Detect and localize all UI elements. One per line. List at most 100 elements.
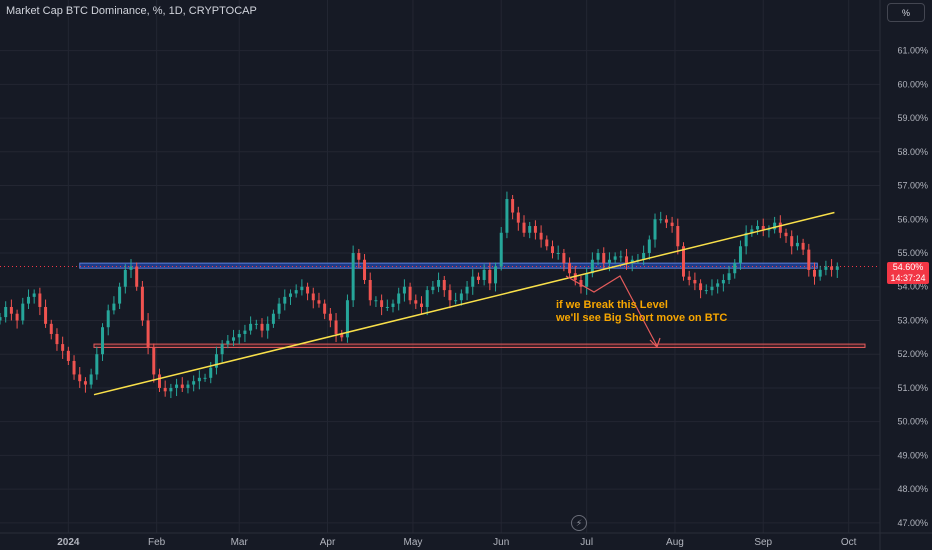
candle-body	[431, 286, 435, 291]
candle-body	[471, 276, 475, 287]
candle-body	[562, 253, 566, 264]
x-tick-label: Sep	[754, 537, 772, 548]
candle-body	[123, 269, 127, 287]
candle-body	[807, 249, 811, 270]
candle-body	[459, 293, 463, 301]
candle-body	[186, 384, 190, 388]
candle-body	[482, 269, 486, 280]
candle-body	[448, 290, 452, 301]
x-tick-label: Jun	[493, 537, 509, 548]
candle-body	[180, 384, 184, 388]
candle-body	[340, 333, 344, 338]
x-tick-label: Feb	[148, 537, 166, 548]
candle-body	[89, 374, 93, 385]
x-tick-label: Aug	[666, 537, 684, 548]
last-price-tag: 54.60% 14:37:24	[887, 262, 929, 284]
candle-body	[801, 242, 805, 250]
candle-body	[738, 246, 742, 264]
candle-body	[95, 354, 99, 375]
candle-body	[744, 232, 748, 247]
candle-body	[602, 253, 606, 264]
projection-arrowhead	[649, 337, 661, 349]
lightning-bolt-icon[interactable]: ⚡	[571, 515, 587, 531]
candle-body	[209, 367, 213, 378]
candle-body	[539, 232, 543, 240]
candle-body	[499, 232, 503, 267]
candle-body	[630, 259, 634, 264]
candle-body	[402, 286, 406, 294]
candle-body	[9, 306, 13, 314]
ascending-trendline	[93, 211, 835, 396]
candle-body	[66, 350, 70, 361]
candle-body	[306, 286, 310, 294]
candle-body	[511, 199, 515, 213]
y-tick-label: 48.00%	[897, 484, 928, 494]
y-tick-label: 52.00%	[897, 349, 928, 359]
candle-body	[414, 300, 418, 304]
candle-body	[112, 303, 116, 311]
y-tick-label: 57.00%	[897, 181, 928, 191]
candle-body	[681, 246, 685, 277]
candle-body	[818, 269, 822, 277]
candle-body	[716, 283, 720, 287]
candle-body	[425, 290, 429, 307]
candle-body	[619, 256, 623, 258]
candle-body	[380, 300, 384, 307]
candle-body	[590, 259, 594, 274]
candle-body	[254, 323, 258, 325]
candle-body	[300, 286, 304, 291]
candle-body	[363, 259, 367, 280]
candle-body	[545, 239, 549, 247]
candle-body	[505, 199, 509, 233]
candle-body	[146, 320, 150, 348]
candle-body	[767, 229, 771, 231]
candle-body	[596, 253, 600, 260]
candle-body	[0, 317, 2, 321]
y-tick-label: 47.00%	[897, 518, 928, 528]
candle-body	[4, 306, 8, 318]
x-tick-label: Mar	[231, 537, 249, 548]
candle-body	[579, 279, 583, 287]
y-tick-label: 60.00%	[897, 79, 928, 89]
y-tick-label: 50.00%	[897, 417, 928, 427]
candle-body	[454, 300, 458, 302]
candle-body	[607, 259, 611, 264]
candle-body	[249, 323, 253, 331]
candle-body	[232, 337, 236, 341]
candle-body	[647, 239, 651, 254]
candle-body	[533, 226, 537, 233]
candle-body	[784, 232, 788, 237]
chart-title: Market Cap BTC Dominance, %, 1D, CRYPTOC…	[6, 5, 257, 17]
candle-body	[163, 387, 167, 392]
candle-body	[157, 374, 161, 388]
candle-body	[26, 296, 30, 304]
projection-arrow	[565, 275, 658, 347]
candle-body	[528, 226, 532, 233]
candle-body	[727, 273, 731, 280]
annotation-note: if we Break this Level we'll see Big Sho…	[556, 299, 727, 325]
candle-body	[55, 333, 59, 345]
candle-body	[15, 313, 19, 321]
candle-body	[585, 273, 589, 287]
y-tick-label: 54.00%	[897, 282, 928, 292]
candle-body	[653, 219, 657, 240]
candle-body	[756, 226, 760, 230]
candle-body	[214, 354, 218, 368]
candle-body	[368, 279, 372, 301]
price-scale-mode-button[interactable]: %	[887, 3, 925, 22]
x-tick-label: Jul	[580, 537, 593, 548]
candle-body	[778, 222, 782, 233]
annotation-line-1: if we Break this Level	[556, 299, 668, 311]
candle-body	[761, 226, 765, 230]
candle-body	[220, 344, 224, 355]
candle-body	[351, 253, 355, 301]
candle-body	[152, 347, 156, 375]
candle-body	[140, 286, 144, 321]
y-tick-label: 55.00%	[897, 248, 928, 258]
candle-body	[710, 286, 714, 291]
last-price-value: 54.60%	[892, 262, 924, 272]
candle-body	[750, 229, 754, 233]
candle-body	[773, 222, 777, 230]
candle-body	[488, 269, 492, 284]
